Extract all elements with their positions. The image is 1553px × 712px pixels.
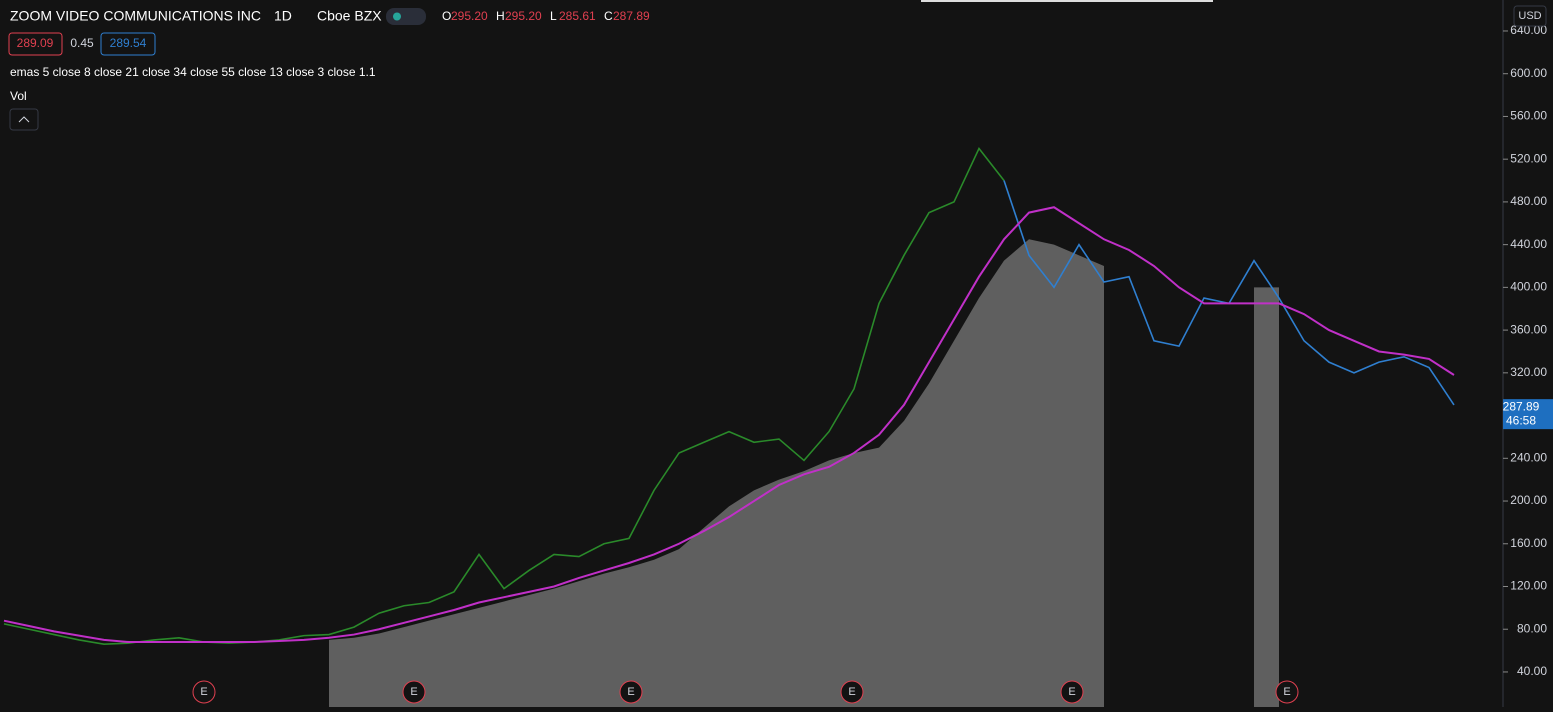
toolbar-edge xyxy=(921,0,1213,2)
earnings-label: E xyxy=(627,686,634,698)
earnings-marker[interactable] xyxy=(1275,680,1299,704)
ohlc-value: 287.89 xyxy=(613,9,650,23)
ohlc-value: 295.20 xyxy=(451,9,488,23)
y-tick-label: 360.00 xyxy=(1510,322,1547,336)
y-tick-label: 480.00 xyxy=(1510,194,1547,208)
line xyxy=(3,146,1005,645)
exchange: Cboe BZX xyxy=(317,8,382,24)
interval: 1D xyxy=(274,8,292,24)
y-tick-label: 600.00 xyxy=(1510,66,1547,80)
area xyxy=(329,239,1104,707)
y-tick-label: 440.00 xyxy=(1510,237,1547,251)
volume-legend: Vol xyxy=(10,89,27,103)
bid: 289.09 xyxy=(17,36,54,50)
earnings-label: E xyxy=(1068,686,1075,698)
y-tick-label: 160.00 xyxy=(1510,536,1547,550)
symbol-title: ZOOM VIDEO COMMUNICATIONS INC xyxy=(10,8,261,24)
collapse-button[interactable] xyxy=(9,108,39,131)
earnings-label: E xyxy=(848,686,855,698)
area xyxy=(1254,287,1279,707)
y-tick-label: 120.00 xyxy=(1510,579,1547,593)
bid-box[interactable] xyxy=(8,32,63,56)
countdown: 46:58 xyxy=(1506,413,1536,427)
ohlc-label: C xyxy=(604,9,613,23)
earnings-label: E xyxy=(410,686,417,698)
earnings-marker[interactable] xyxy=(192,680,216,704)
ohlc-label: L xyxy=(550,9,557,23)
line xyxy=(3,206,1455,644)
last-price: 287.89 xyxy=(1503,399,1540,413)
status-pill[interactable] xyxy=(386,8,426,25)
earnings-label: E xyxy=(1283,686,1290,698)
collapse-icon xyxy=(18,116,30,123)
ohlc-value: 285.61 xyxy=(559,9,596,23)
ohlc-label: O xyxy=(442,9,451,23)
last-price-box xyxy=(1503,399,1553,430)
earnings-marker[interactable] xyxy=(619,680,643,704)
indicator-legend: emas 5 close 8 close 21 close 34 close 5… xyxy=(10,65,376,79)
y-tick-label: 40.00 xyxy=(1517,664,1547,678)
y-tick-label: 560.00 xyxy=(1510,109,1547,123)
y-tick-label: 200.00 xyxy=(1510,493,1547,507)
ohlc-label: H xyxy=(496,9,505,23)
status-dot xyxy=(393,12,401,21)
earnings-marker[interactable] xyxy=(840,680,864,704)
plot: 40.0080.00120.00160.00200.00240.00280.00… xyxy=(3,23,1553,707)
currency: USD xyxy=(1518,10,1541,22)
header: ZOOM VIDEO COMMUNICATIONS INC 1D Cboe BZ… xyxy=(8,5,1547,131)
earnings-marker[interactable] xyxy=(1060,680,1084,704)
ask: 289.54 xyxy=(110,36,147,50)
y-tick-label: 400.00 xyxy=(1510,280,1547,294)
ohlc-value: 295.20 xyxy=(505,9,542,23)
earnings-label: E xyxy=(200,686,207,698)
currency-box[interactable] xyxy=(1513,5,1547,27)
y-tick-label: 320.00 xyxy=(1510,365,1547,379)
y-tick-label: 640.00 xyxy=(1510,23,1547,37)
y-tick-label: 80.00 xyxy=(1517,621,1547,635)
earnings-marker[interactable] xyxy=(402,680,426,704)
y-tick-label: 520.00 xyxy=(1510,151,1547,165)
y-tick-label: 240.00 xyxy=(1510,450,1547,464)
spread: 0.45 xyxy=(70,36,94,50)
ask-box[interactable] xyxy=(100,32,156,56)
